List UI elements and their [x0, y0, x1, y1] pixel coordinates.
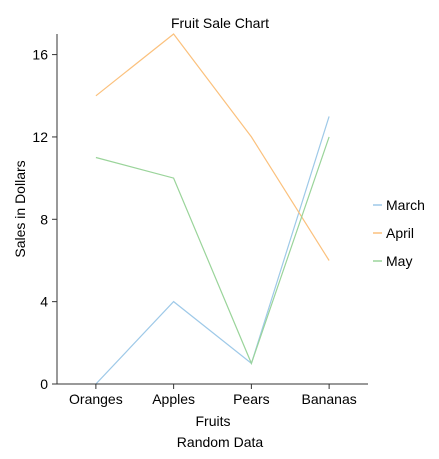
x-axis-title: Fruits — [196, 413, 231, 429]
x-tick-label: Apples — [152, 391, 195, 407]
legend: March April May — [373, 197, 425, 269]
series-line-may — [95, 136, 330, 366]
x-tick-label: Bananas — [301, 391, 356, 407]
y-tick-label: 8 — [40, 211, 48, 227]
x-tick-label: Oranges — [69, 391, 123, 407]
y-tick-label: 12 — [32, 129, 48, 145]
legend-label-april: April — [386, 225, 414, 241]
y-tick-label: 0 — [40, 376, 48, 392]
chart-title: Fruit Sale Chart — [171, 15, 269, 31]
x-tick-label: Pears — [233, 391, 270, 407]
y-axis-ticks: 0 4 8 12 16 — [32, 47, 57, 392]
legend-label-may: May — [386, 253, 412, 269]
y-tick-label: 16 — [32, 47, 48, 63]
y-axis-title: Sales in Dollars — [12, 160, 28, 257]
plot-area — [95, 33, 330, 385]
x-axis-ticks: Oranges Apples Pears Bananas — [69, 384, 357, 407]
series-line-march — [95, 116, 330, 385]
legend-label-march: March — [386, 197, 425, 213]
chart-caption: Random Data — [177, 434, 264, 450]
series-line-april — [95, 33, 330, 261]
y-tick-label: 4 — [40, 294, 48, 310]
